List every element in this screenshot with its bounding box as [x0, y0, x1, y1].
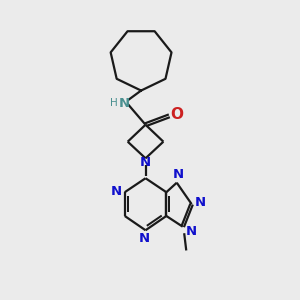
Text: N: N: [185, 225, 197, 238]
Text: N: N: [119, 97, 130, 110]
Text: N: N: [110, 184, 122, 197]
Text: N: N: [139, 232, 150, 245]
Text: N: N: [140, 156, 151, 169]
Text: O: O: [170, 106, 183, 122]
Text: N: N: [195, 196, 206, 209]
Text: N: N: [173, 169, 184, 182]
Text: H: H: [110, 98, 117, 108]
